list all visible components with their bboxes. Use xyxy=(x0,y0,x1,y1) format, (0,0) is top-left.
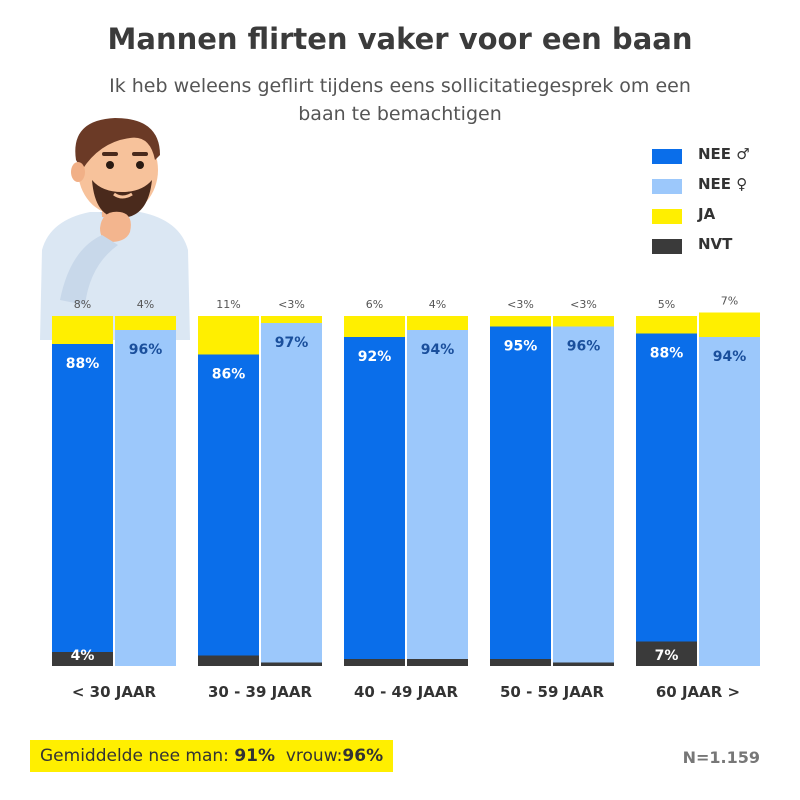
category-label: 50 - 59 JAAR xyxy=(500,683,604,701)
bar-segment-ja xyxy=(407,316,468,330)
legend: NEE ♂ NEE ♀ JA NVT xyxy=(652,144,792,264)
bar-label-ja: 4% xyxy=(137,298,154,311)
average-man-value: 91% xyxy=(234,746,276,766)
chart-subtitle: Ik heb weleens geflirt tijdens eens soll… xyxy=(109,75,691,125)
legend-item-ja: JA xyxy=(652,204,792,231)
stacked-bar-chart: 88% 8% 4% 96% 4% < 30 JAAR 86% 11% 97% <3% 30 - 39… xyxy=(52,295,760,701)
bar-label-ja: 5% xyxy=(658,298,675,311)
category-label: 60 JAAR > xyxy=(656,683,740,701)
bar-label-ja: 6% xyxy=(366,298,383,311)
legend-item-nee-man: NEE ♂ xyxy=(652,144,792,171)
bar-label-nee: 96% xyxy=(567,339,601,355)
legend-label: JA xyxy=(698,205,716,223)
bar-segment-nvt xyxy=(52,652,113,666)
bar-segment-ja xyxy=(344,316,405,337)
bar-segment-nvt xyxy=(261,662,322,666)
bar-segment-nvt xyxy=(553,662,614,666)
bar-label-nee: 95% xyxy=(504,339,538,355)
bar-label-ja: <3% xyxy=(507,298,534,311)
bar-segment-ja xyxy=(198,316,259,355)
bar-segment-nee xyxy=(553,326,614,663)
legend-item-nee-vrouw: NEE ♀ xyxy=(652,174,792,201)
bar-segment-ja xyxy=(636,316,697,334)
bar-segment-nvt xyxy=(344,659,405,666)
average-note-middle: vrouw: xyxy=(275,746,343,766)
bar-label-nee: 96% xyxy=(129,342,163,358)
bar-label-nee: 88% xyxy=(66,356,100,372)
bar-segment-nee xyxy=(490,326,551,659)
legend-label: NEE ♂ xyxy=(698,145,750,163)
bar-label-nvt: 4% xyxy=(71,648,95,664)
legend-swatch xyxy=(652,239,682,254)
bar-label-nee: 92% xyxy=(358,349,392,365)
bar-segment-nvt xyxy=(636,641,697,666)
bar-segment-ja xyxy=(490,316,551,327)
bar-segment-nee xyxy=(699,337,760,666)
chart-title: Mannen flirten vaker voor een baan xyxy=(107,22,693,56)
bar-segment-ja xyxy=(261,316,322,323)
bar-segment-nee xyxy=(261,323,322,663)
bar-segment-ja xyxy=(699,312,760,337)
bar-segment-nee xyxy=(115,330,176,666)
bar-label-ja: 4% xyxy=(429,298,446,311)
bar-label-nee: 94% xyxy=(421,342,455,358)
bar-segment-nvt xyxy=(407,659,468,666)
bar-label-ja: 8% xyxy=(74,298,91,311)
bar-segment-ja xyxy=(553,316,614,327)
bar-segment-nee xyxy=(198,354,259,656)
average-woman-value: 96% xyxy=(342,746,384,766)
bar-label-ja: 11% xyxy=(216,298,240,311)
bar-label-nee: 86% xyxy=(212,367,246,383)
bar-segment-ja xyxy=(52,316,113,344)
bar-label-nvt: 7% xyxy=(655,648,679,664)
bar-segment-nee xyxy=(52,344,113,652)
legend-swatch xyxy=(652,179,682,194)
bar-segment-nee xyxy=(407,330,468,659)
sample-size: N=1.159 xyxy=(682,748,760,767)
bar-label-ja: <3% xyxy=(570,298,597,311)
bar-segment-nee xyxy=(636,333,697,642)
bar-label-ja: <3% xyxy=(278,298,305,311)
bar-segment-ja xyxy=(115,316,176,330)
legend-label: NVT xyxy=(698,235,733,253)
average-note-prefix: Gemiddelde nee man: xyxy=(40,746,235,766)
thinking-man-illustration xyxy=(40,118,190,340)
category-label: 30 - 39 JAAR xyxy=(208,683,312,701)
bar-label-nee: 88% xyxy=(650,346,684,362)
bar-label-ja: 7% xyxy=(721,295,738,308)
average-note: Gemiddelde nee man: 91% vrouw:96% xyxy=(30,740,394,772)
legend-swatch xyxy=(652,209,682,224)
legend-swatch xyxy=(652,149,682,164)
bar-segment-nee xyxy=(344,337,405,659)
category-label: < 30 JAAR xyxy=(72,683,157,701)
bar-label-nee: 97% xyxy=(275,335,309,351)
legend-item-nvt: NVT xyxy=(652,234,792,261)
category-label: 40 - 49 JAAR xyxy=(354,683,458,701)
bar-segment-nvt xyxy=(198,655,259,666)
bar-segment-nvt xyxy=(490,659,551,666)
legend-label: NEE ♀ xyxy=(698,175,748,193)
bar-label-nee: 94% xyxy=(713,349,747,365)
